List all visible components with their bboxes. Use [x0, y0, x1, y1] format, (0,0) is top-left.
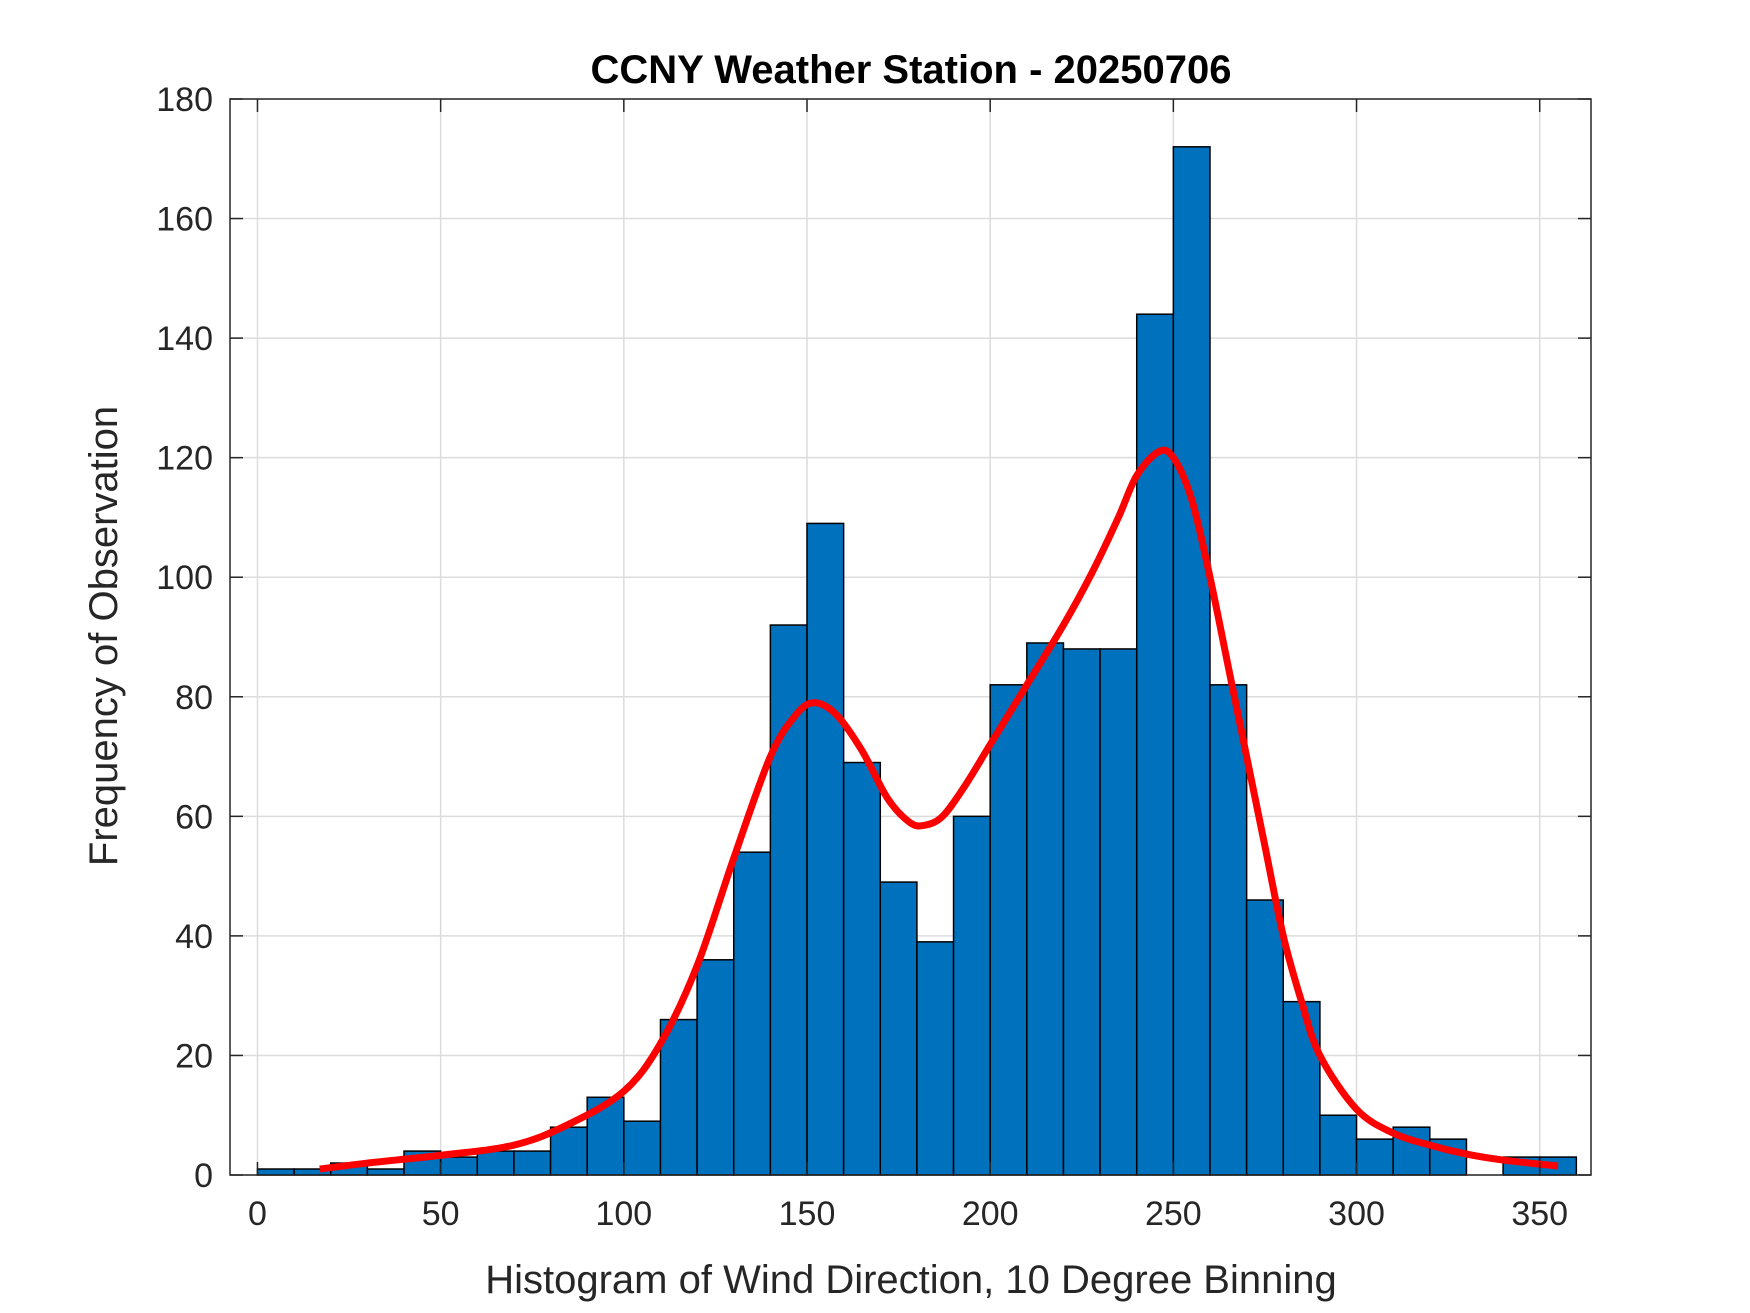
- histogram-bar: [1319, 1114, 1358, 1176]
- x-tick-label: 150: [779, 1195, 836, 1233]
- axes-box: [229, 98, 1592, 1176]
- x-tick-label: 200: [962, 1195, 1019, 1233]
- histogram-bar: [989, 684, 1028, 1176]
- histogram-bar: [879, 881, 918, 1176]
- histogram-bar: [256, 1168, 295, 1176]
- histogram-bar: [1026, 642, 1065, 1176]
- histogram-bar: [769, 624, 808, 1176]
- histogram-bar: [732, 851, 772, 1176]
- histogram-bar: [806, 522, 845, 1176]
- histogram-bar: [916, 941, 955, 1176]
- histogram-bar: [623, 1120, 662, 1176]
- histogram-bar: [549, 1126, 588, 1176]
- x-tick-label: 350: [1511, 1195, 1568, 1233]
- y-tick-label: 20: [175, 1037, 213, 1075]
- histogram-bar: [439, 1156, 479, 1176]
- histogram-bar: [366, 1168, 405, 1176]
- x-axis-label: Histogram of Wind Direction, 10 Degree B…: [485, 1258, 1337, 1302]
- x-tick-label: 50: [422, 1195, 460, 1233]
- histogram-bar: [1209, 684, 1248, 1176]
- x-tick-labels: 0 50 100 150 200 250 300 350: [248, 1195, 1568, 1233]
- chart-title: CCNY Weather Station - 20250706: [591, 48, 1232, 92]
- histogram-bar: [1099, 648, 1138, 1176]
- histogram-bar: [1172, 146, 1211, 1176]
- y-tick-label: 80: [175, 679, 213, 717]
- x-tick-label: 0: [248, 1195, 267, 1233]
- histogram-bar: [1282, 1000, 1321, 1176]
- y-tick-label: 120: [156, 440, 213, 478]
- histogram-bar: [696, 959, 735, 1176]
- y-tick-labels: 0 20 40 60 80 100 120 140 160 180: [156, 81, 213, 1195]
- x-tick-label: 100: [595, 1195, 652, 1233]
- y-tick-label: 180: [156, 81, 213, 119]
- y-tick-label: 0: [194, 1157, 213, 1195]
- histogram-bar: [1245, 899, 1285, 1176]
- x-tick-label: 300: [1328, 1195, 1385, 1233]
- y-axis-label: Frequency of Observation: [82, 406, 126, 866]
- histogram-bar: [842, 761, 882, 1176]
- y-tick-label: 60: [175, 798, 213, 836]
- histogram-bar: [1135, 313, 1175, 1176]
- histogram-bar: [476, 1150, 515, 1176]
- histogram-bar: [1355, 1138, 1394, 1176]
- fit-curve: [319, 446, 1559, 1173]
- y-tick-label: 140: [156, 320, 213, 358]
- y-tick-label: 40: [175, 918, 213, 956]
- histogram-bar: [659, 1018, 698, 1176]
- histogram-bar: [952, 815, 991, 1176]
- y-tick-label: 100: [156, 559, 213, 597]
- histogram-bar: [1062, 648, 1101, 1176]
- x-tick-label: 250: [1145, 1195, 1202, 1233]
- axis-ticks: [230, 98, 1591, 1176]
- y-tick-label: 160: [156, 201, 213, 239]
- histogram-bar: [513, 1150, 552, 1176]
